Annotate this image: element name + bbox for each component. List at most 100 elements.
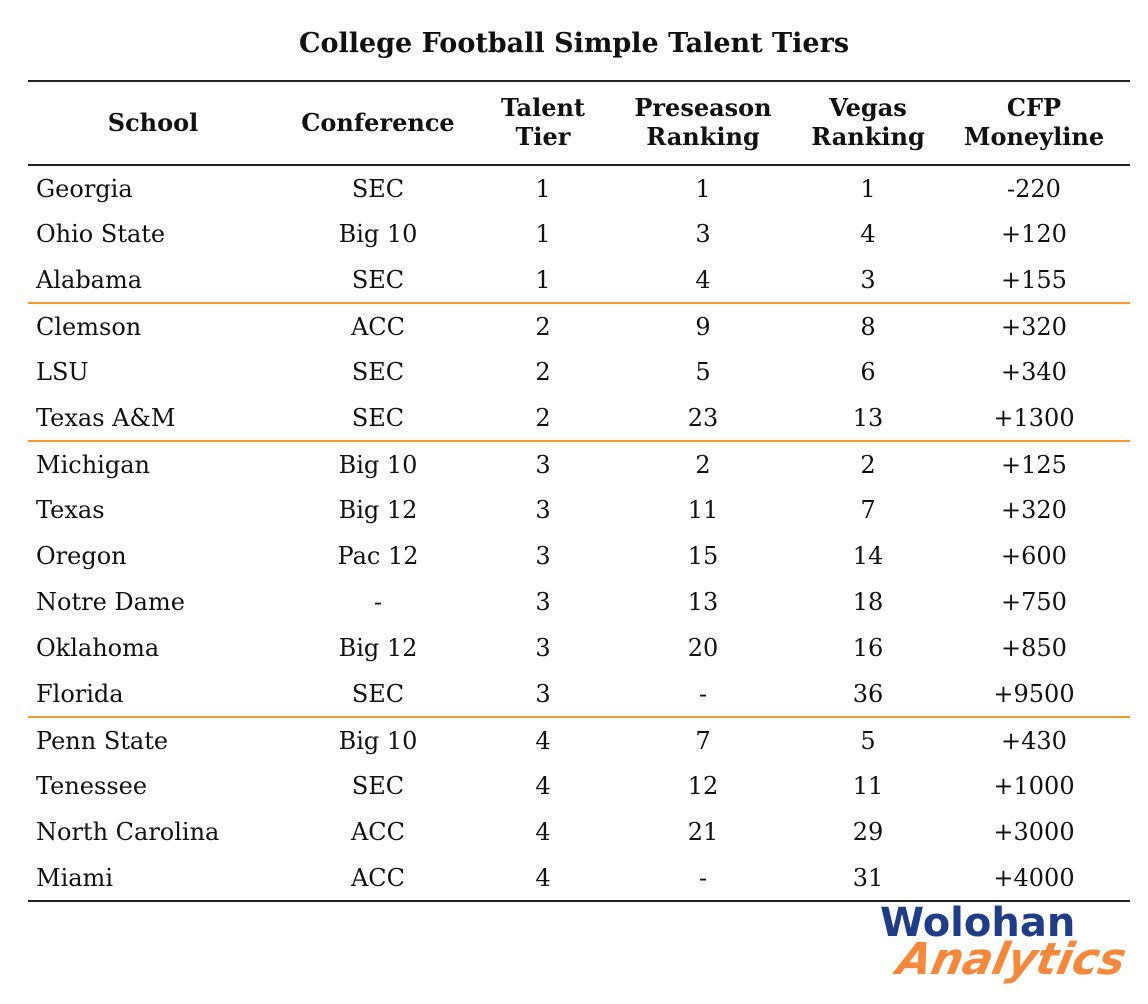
cell-conference: ACC xyxy=(350,818,406,846)
cell-school: North Carolina xyxy=(36,818,220,846)
table-header-row: School Conference Talent Tier Preseason Ranki… xyxy=(28,81,1130,165)
cell-school: Ohio State xyxy=(36,220,166,248)
column-header-line: Conference xyxy=(301,107,455,137)
table-row: Alabama SEC 1 4 3 +155 xyxy=(28,257,1130,304)
column-header-line: Talent xyxy=(500,93,586,123)
cell-tier: 3 xyxy=(478,671,608,718)
table-row: Texas A&M SEC 2 23 13 +1300 xyxy=(28,395,1130,442)
cell-moneyline: +320 xyxy=(1001,496,1067,524)
cell-tier: 2 xyxy=(535,358,551,386)
table-row: Ohio State Big 10 1 3 4 +120 xyxy=(28,211,1130,257)
cell-moneyline: +1000 xyxy=(993,772,1075,800)
cell-conference: Big 10 xyxy=(338,726,418,755)
cell-preseason: - xyxy=(608,855,798,902)
cell-preseason: 13 xyxy=(687,588,719,616)
cell-vegas: 6 xyxy=(860,358,876,386)
cell-tier: 1 xyxy=(535,174,551,203)
table-row: Clemson ACC 2 9 8 +320 xyxy=(28,303,1130,349)
cell-tier: 1 xyxy=(478,257,608,304)
cell-vegas: 16 xyxy=(852,634,884,662)
cell-preseason: 20 xyxy=(687,634,719,662)
table-body: Georgia SEC 1 1 1 -220 Ohio State Big 10 1 3 4 +120… xyxy=(28,165,1130,902)
cell-preseason: 23 xyxy=(608,395,798,442)
cell-school: Michigan xyxy=(36,450,150,479)
cell-tier: 2 xyxy=(478,395,608,442)
column-header-line: School xyxy=(107,107,199,137)
cell-preseason: 3 xyxy=(695,220,711,248)
chart-title: College Football Simple Talent Tiers xyxy=(298,28,850,59)
cell-tier: 3 xyxy=(535,496,551,524)
cell-moneyline: +430 xyxy=(1001,726,1067,755)
cell-moneyline: +1300 xyxy=(938,395,1130,442)
cell-tier: 3 xyxy=(535,588,551,616)
cell-preseason: 4 xyxy=(608,257,798,304)
cell-moneyline: +600 xyxy=(1001,542,1067,570)
cell-moneyline: +120 xyxy=(1001,220,1067,248)
table-row: Miami ACC 4-31 +4000 xyxy=(28,855,1130,902)
cell-conference: Big 12 xyxy=(338,496,418,524)
cell-preseason: 5 xyxy=(695,358,711,386)
cell-tier: 4 xyxy=(535,772,551,800)
cell-vegas: 8 xyxy=(860,312,876,341)
cell-tier: 3 xyxy=(535,542,551,570)
cell-school: Miami xyxy=(28,855,278,902)
cell-vegas: 7 xyxy=(860,496,876,524)
cell-tier: 4 xyxy=(535,818,551,846)
cell-school: Oregon xyxy=(36,542,127,570)
cell-school: Florida xyxy=(28,671,278,718)
cell-conference: Pac 12 xyxy=(337,542,419,570)
table-row: Notre Dame - 3 13 18 +750 xyxy=(28,579,1130,625)
cell-vegas: 18 xyxy=(852,588,884,616)
cell-vegas: 14 xyxy=(852,542,884,570)
wolohan-analytics-logo: Wolohan Analytics xyxy=(880,900,1131,990)
table-row: LSU SEC 2 5 6 +340 xyxy=(28,349,1130,395)
column-header-preseason: Preseason Ranking xyxy=(608,81,798,165)
column-header-line: Moneyline xyxy=(963,122,1105,151)
cell-conference: ACC xyxy=(278,855,478,902)
cell-vegas: 5 xyxy=(860,726,876,755)
table-row: Oklahoma Big 12 3 20 16 +850 xyxy=(28,625,1130,671)
cell-school: Oklahoma xyxy=(36,634,160,662)
column-header-tier: Talent Tier xyxy=(478,81,608,165)
column-header-line: Tier xyxy=(515,122,571,151)
cell-tier: 4 xyxy=(478,855,608,902)
table-row: Michigan Big 10 3 2 2 +125 xyxy=(28,441,1130,487)
cell-conference: SEC xyxy=(278,257,478,304)
cell-moneyline: +340 xyxy=(1001,358,1067,386)
cell-moneyline: +850 xyxy=(1001,634,1067,662)
cell-school: Notre Dame xyxy=(36,588,185,616)
cell-school: LSU xyxy=(36,358,89,386)
cell-preseason: 21 xyxy=(687,818,719,846)
cell-conference: ACC xyxy=(350,312,406,341)
cell-vegas: 31 xyxy=(798,855,938,902)
cell-school: Tenessee xyxy=(36,772,148,800)
column-header-line: Ranking xyxy=(646,122,760,151)
column-header-school: School xyxy=(28,81,278,165)
cell-school: Texas xyxy=(36,496,105,524)
logo-text-wolohan: Wolohan xyxy=(880,900,1076,946)
cell-preseason: 9 xyxy=(695,312,711,341)
cell-school: Alabama xyxy=(28,257,278,304)
cell-vegas: 29 xyxy=(852,818,884,846)
cell-moneyline: +9500 xyxy=(938,671,1130,718)
cell-school: Georgia xyxy=(36,174,133,203)
cell-vegas: 11 xyxy=(852,772,884,800)
cell-preseason: 7 xyxy=(695,726,711,755)
cell-preseason: 12 xyxy=(687,772,719,800)
column-header-vegas: Vegas Ranking xyxy=(798,81,938,165)
column-header-line: Vegas xyxy=(829,93,907,123)
cell-vegas: 1 xyxy=(860,174,876,203)
cell-moneyline: +750 xyxy=(1001,588,1067,616)
cell-conference: Big 10 xyxy=(338,220,418,248)
column-header-line: CFP xyxy=(1006,93,1062,123)
cell-moneyline: +155 xyxy=(938,257,1130,304)
cell-preseason: - xyxy=(608,671,798,718)
cell-school: Clemson xyxy=(36,312,142,341)
cell-vegas: 2 xyxy=(860,450,876,479)
cell-conference: SEC xyxy=(278,395,478,442)
cell-conference: Big 12 xyxy=(338,634,418,662)
cell-tier: 3 xyxy=(535,634,551,662)
cell-preseason: 11 xyxy=(687,496,719,524)
cell-moneyline: +320 xyxy=(1001,312,1067,341)
cell-moneyline: +3000 xyxy=(993,818,1075,846)
